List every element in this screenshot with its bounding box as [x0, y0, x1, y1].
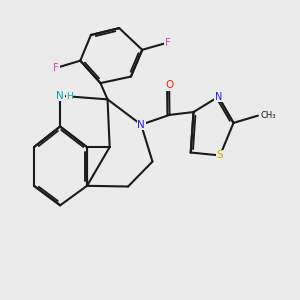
Text: N: N: [137, 120, 145, 130]
Text: F: F: [165, 38, 170, 48]
Text: CH₃: CH₃: [261, 111, 276, 120]
Text: H: H: [66, 92, 73, 101]
Text: N: N: [214, 92, 222, 102]
Text: N: N: [56, 91, 64, 101]
Text: F: F: [53, 63, 59, 73]
Text: O: O: [165, 80, 173, 90]
Text: S: S: [217, 150, 224, 161]
